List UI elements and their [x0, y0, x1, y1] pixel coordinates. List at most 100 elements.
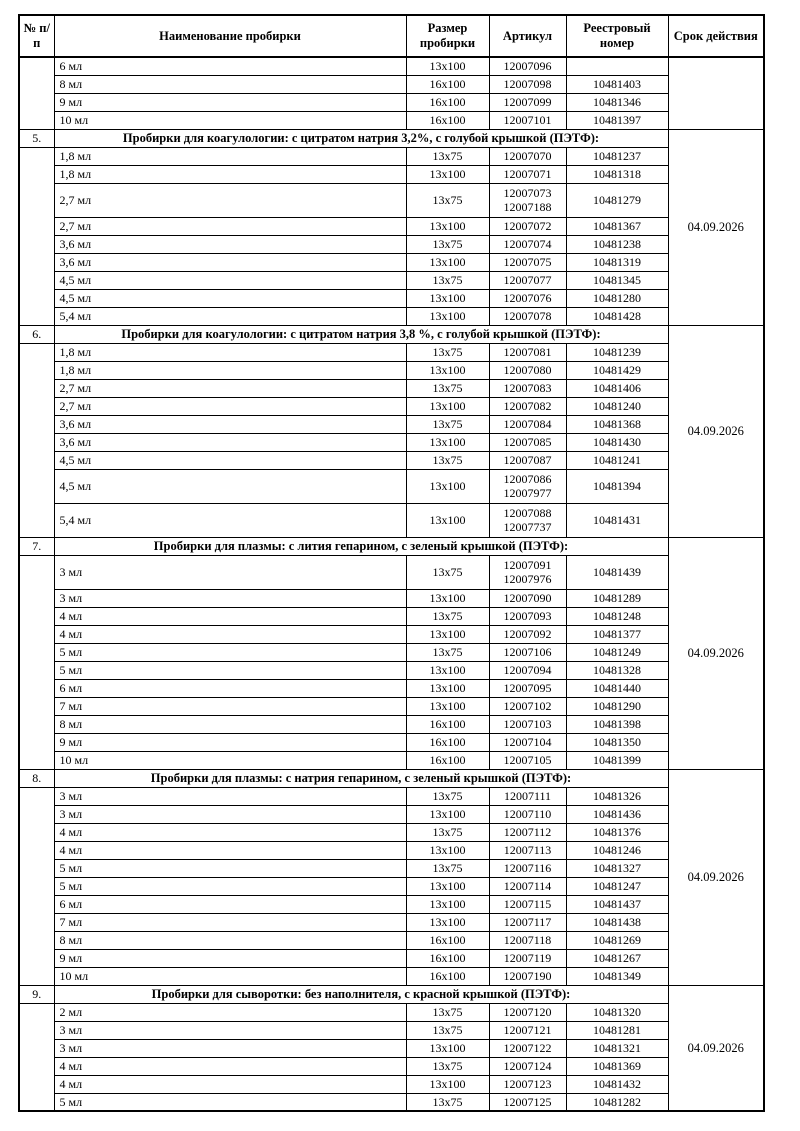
- table-row: 2,7 мл 13x100 12007082 10481240: [19, 396, 764, 416]
- table-row: 8 мл 16x100 12007118 10481269: [19, 930, 764, 950]
- section-title: Пробирки для сыворотки: без наполнителя,…: [53, 984, 669, 1004]
- cell-size: 13x100: [405, 840, 490, 860]
- section-number: 9.: [18, 984, 55, 1004]
- section-number: 5.: [18, 128, 55, 148]
- cell-reg-number: 10481403: [565, 74, 669, 94]
- cell-volume: 1,8 мл: [53, 342, 407, 362]
- cell-size: 16x100: [405, 750, 490, 770]
- cell-reg-number: 10481440: [565, 678, 669, 698]
- cell-size: 13x75: [405, 378, 490, 398]
- cell-article: 12007074: [488, 234, 567, 254]
- cell-article: 12007104: [488, 732, 567, 752]
- cell-article: 12007124: [488, 1056, 567, 1076]
- cell-size: 13x75: [405, 1020, 490, 1040]
- cell-volume: 2,7 мл: [53, 182, 407, 218]
- cell-size: 13x75: [405, 414, 490, 434]
- cell-size: 13x100: [405, 468, 490, 504]
- section-header-row: 9. Пробирки для сыворотки: без наполнител…: [18, 984, 765, 1112]
- cell-article: 12007103: [488, 714, 567, 734]
- cell-volume: 3 мл: [53, 588, 407, 608]
- table-row: 5 мл 13x75 12007125 10481282: [19, 1092, 764, 1112]
- cell-size: 13x75: [405, 182, 490, 218]
- cell-size: 13x100: [405, 696, 490, 716]
- table-row: 3,6 мл 13x75 12007074 10481238: [19, 234, 764, 254]
- cell-size: 16x100: [405, 732, 490, 752]
- table-row: 8 мл 16x100 12007103 10481398: [19, 714, 764, 734]
- cell-article: 12007073 12007188: [488, 182, 567, 218]
- cell-size: 16x100: [405, 930, 490, 950]
- table-row: 9 мл 16x100 12007119 10481267: [19, 948, 764, 968]
- cell-reg-number: 10481328: [565, 660, 669, 680]
- cell-article: 12007088 12007737: [488, 502, 567, 538]
- cell-volume: 4,5 мл: [53, 270, 407, 290]
- table-row: 5 мл 13x75 12007106 10481249: [19, 642, 764, 662]
- cell-reg-number: 10481376: [565, 822, 669, 842]
- cell-article: 12007111: [488, 786, 567, 806]
- cell-reg-number: 10481399: [565, 750, 669, 770]
- cell-reg-number: 10481320: [565, 1002, 669, 1022]
- cell-article: 12007084: [488, 414, 567, 434]
- cell-volume: 3 мл: [53, 1020, 407, 1040]
- cell-volume: 5,4 мл: [53, 502, 407, 538]
- cell-size: 13x75: [405, 1092, 490, 1112]
- section-number-spacer: [18, 786, 55, 986]
- cell-article: 12007082: [488, 396, 567, 416]
- cell-reg-number: 10481397: [565, 110, 669, 130]
- cell-article: 12007110: [488, 804, 567, 824]
- section-title: Пробирки для плазмы: с лития гепарином, …: [53, 536, 669, 556]
- cell-volume: 2 мл: [53, 1002, 407, 1022]
- cell-size: 13x75: [405, 858, 490, 878]
- table-row: 3 мл 13x75 12007111 10481326: [18, 786, 764, 986]
- cell-size: 13x75: [405, 342, 490, 362]
- cell-volume: 5 мл: [53, 642, 407, 662]
- section-header-row: 8. Пробирки для плазмы: с натрия гепарино…: [18, 768, 765, 986]
- table-row: 4,5 мл 13x75 12007077 10481345: [19, 270, 764, 290]
- cell-article: 12007096: [488, 56, 567, 76]
- cell-volume: 3,6 мл: [53, 252, 407, 272]
- cell-reg-number: 10481369: [565, 1056, 669, 1076]
- cell-volume: 1,8 мл: [53, 164, 407, 184]
- cell-reg-number: 10481240: [565, 396, 669, 416]
- cell-article: 12007081: [488, 342, 567, 362]
- cell-volume: 6 мл: [53, 894, 407, 914]
- cell-article: 12007099: [488, 92, 567, 112]
- section-number: 7.: [18, 536, 55, 556]
- cell-volume: 10 мл: [53, 750, 407, 770]
- table-row: 5 мл 13x100 12007114 10481247: [19, 876, 764, 896]
- cell-size: 13x75: [405, 822, 490, 842]
- cell-reg-number: 10481429: [565, 360, 669, 380]
- cell-reg-number: 10481319: [565, 252, 669, 272]
- cell-article: 12007106: [488, 642, 567, 662]
- cell-term: 04.09.2026: [667, 984, 765, 1112]
- cell-reg-number: 10481398: [565, 714, 669, 734]
- cell-article: 12007085: [488, 432, 567, 452]
- cell-article: 12007102: [488, 696, 567, 716]
- cell-volume: 4 мл: [53, 822, 407, 842]
- cell-size: 13x100: [405, 360, 490, 380]
- cell-reg-number: 10481238: [565, 234, 669, 254]
- cell-term: 04.09.2026: [667, 768, 765, 986]
- section-number-spacer: [18, 146, 55, 326]
- cell-volume: 3 мл: [53, 786, 407, 806]
- cell-volume: 9 мл: [53, 92, 407, 112]
- col-header-article: Артикул: [488, 14, 567, 58]
- cell-size: 13x75: [405, 146, 490, 166]
- cell-volume: 5 мл: [53, 876, 407, 896]
- cell-reg-number: 10481327: [565, 858, 669, 878]
- section-number-spacer: [18, 1002, 55, 1112]
- section-title: Пробирки для коагулологии: с цитратом на…: [53, 128, 669, 148]
- cell-size: 13x100: [405, 624, 490, 644]
- cell-article: 12007090: [488, 588, 567, 608]
- table-header: № п/п Наименование пробирки Размер проби…: [18, 14, 765, 58]
- table-row: 5,4 мл 13x100 12007088 12007737 10481431: [19, 502, 764, 538]
- cell-reg-number: 10481406: [565, 378, 669, 398]
- cell-volume: 2,7 мл: [53, 396, 407, 416]
- cell-size: 13x75: [405, 1056, 490, 1076]
- cell-reg-number: 10481269: [565, 930, 669, 950]
- table-header-row: № п/п Наименование пробирки Размер проби…: [18, 14, 765, 58]
- cell-volume: 5 мл: [53, 1092, 407, 1112]
- table-row: 3 мл 13x100 12007122 10481321: [19, 1038, 764, 1058]
- table-row: 1,8 мл 13x100 12007080 10481429: [19, 360, 764, 380]
- cell-reg-number: 10481345: [565, 270, 669, 290]
- cell-size: 13x75: [405, 642, 490, 662]
